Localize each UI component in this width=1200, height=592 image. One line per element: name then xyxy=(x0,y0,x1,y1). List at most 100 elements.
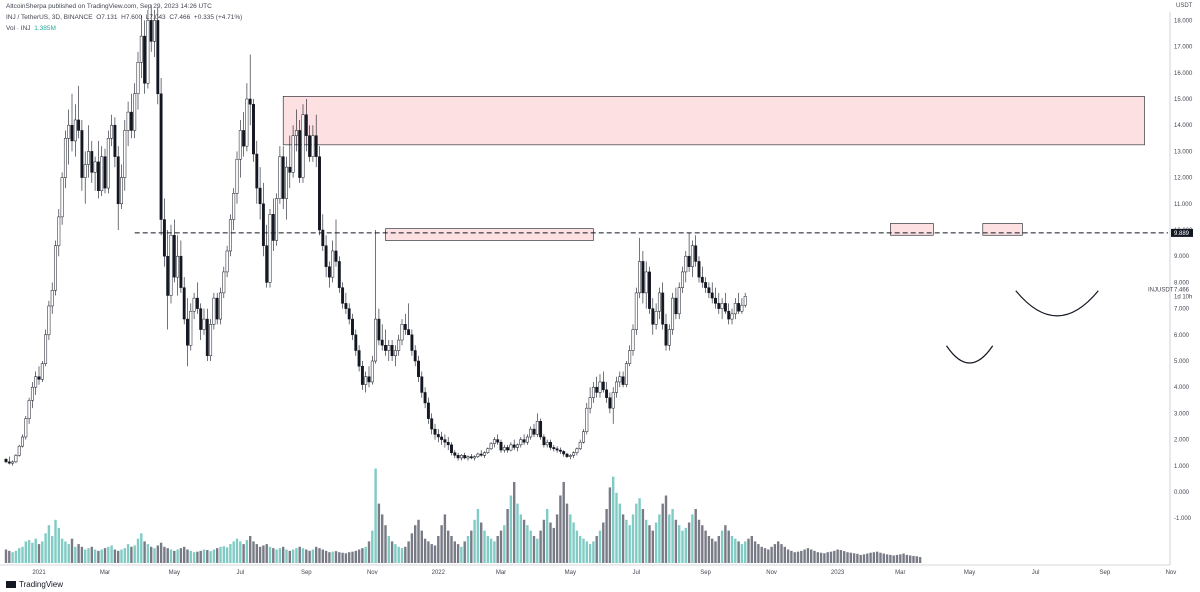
symbol-name[interactable]: INJ / TetherUS, 3D, BINANCE xyxy=(6,14,93,21)
volume-bar xyxy=(437,536,440,563)
rounded-bottom-arc-0[interactable] xyxy=(946,345,994,364)
candle xyxy=(618,371,622,388)
candle xyxy=(631,324,635,356)
volume-bar xyxy=(763,548,767,563)
supply-zone-2[interactable] xyxy=(890,223,934,236)
candle xyxy=(334,219,338,267)
candle xyxy=(413,345,417,367)
volume-bar xyxy=(173,550,176,563)
volume-bar xyxy=(364,546,367,563)
volume-bar xyxy=(915,556,918,563)
volume-bar xyxy=(671,509,674,563)
candle xyxy=(14,454,18,464)
volume-bar xyxy=(8,550,11,563)
volume-bar xyxy=(285,549,288,563)
candle xyxy=(674,287,678,320)
volume-label[interactable]: Vol · INJ xyxy=(6,25,31,32)
x-tick-label: Jul xyxy=(632,570,640,576)
candle xyxy=(149,4,153,52)
tradingview-logo[interactable]: TradingView xyxy=(6,580,63,589)
open-value: 7.131 xyxy=(101,14,118,21)
supply-zone-3[interactable] xyxy=(982,223,1023,236)
supply-zones xyxy=(282,96,1145,241)
candle xyxy=(153,9,156,58)
candle xyxy=(87,125,90,178)
volume-bar xyxy=(480,522,483,563)
supply-zone-0[interactable] xyxy=(282,96,1145,146)
volume-bar xyxy=(239,541,242,563)
volume-bar xyxy=(70,538,74,563)
candle xyxy=(737,292,741,314)
candle xyxy=(281,146,285,210)
volume-bar xyxy=(895,554,899,563)
candle xyxy=(156,7,160,105)
candle xyxy=(535,413,539,437)
candle xyxy=(189,303,193,351)
volume-bar xyxy=(526,525,529,563)
candle xyxy=(308,125,312,162)
candle xyxy=(275,193,279,246)
volume-bar xyxy=(674,519,678,563)
volume-bar xyxy=(460,546,463,563)
y-tick-label: 17.000 xyxy=(1174,45,1193,51)
candle xyxy=(492,436,496,448)
volume-bar xyxy=(305,549,308,563)
candle xyxy=(440,431,444,445)
candle xyxy=(291,125,295,178)
candle xyxy=(11,460,15,466)
volume-bar xyxy=(588,544,592,563)
volume-bar xyxy=(737,541,740,563)
y-tick-label: 11.000 xyxy=(1174,202,1193,208)
volume-bar xyxy=(183,546,186,563)
candle xyxy=(324,235,328,278)
time-axis[interactable]: 2021 Mar May Jul Sep Nov 2022 Mar May Jul Sep Nov 20… xyxy=(32,570,1176,576)
volume-bar xyxy=(18,548,21,563)
volume-bar xyxy=(80,546,84,563)
x-tick-label: Jul xyxy=(236,570,244,576)
volume-bar xyxy=(902,553,905,563)
candle xyxy=(532,423,536,437)
volume-bar xyxy=(84,549,87,563)
candle xyxy=(4,457,8,464)
volume-bar xyxy=(687,522,691,563)
volume-bar xyxy=(275,549,278,563)
candle xyxy=(245,83,249,152)
candle xyxy=(235,151,239,204)
volume-bar xyxy=(678,525,681,563)
x-tick-label: Mar xyxy=(496,570,506,576)
high-value: 7.600 xyxy=(125,14,143,21)
volume-bar xyxy=(4,549,8,563)
volume-bar xyxy=(734,538,737,563)
candle xyxy=(704,277,708,293)
price-axis[interactable]: 18.000 17.000 16.000 15.000 14.000 13.000 12.0… xyxy=(1174,18,1193,522)
volume-bar xyxy=(93,549,97,563)
volume-bar xyxy=(773,544,777,563)
candle xyxy=(96,140,100,199)
volume-bar xyxy=(295,548,298,563)
candle xyxy=(30,381,34,409)
rounded-bottom-arc-1[interactable] xyxy=(1015,290,1099,317)
volume-bar xyxy=(777,541,780,563)
volume-bar xyxy=(885,554,889,563)
supply-zone-1[interactable] xyxy=(385,228,594,241)
candle xyxy=(529,426,533,440)
volume-bar xyxy=(331,551,334,563)
candle xyxy=(723,292,727,314)
x-tick-label: Sep xyxy=(301,570,312,576)
candle xyxy=(146,9,150,89)
candle xyxy=(100,146,104,196)
y-tick-label: 8.000 xyxy=(1174,280,1190,286)
candle xyxy=(420,371,424,398)
y-tick-label: 13.000 xyxy=(1174,149,1193,155)
volume-bar xyxy=(242,544,245,563)
candle xyxy=(377,308,381,346)
volume-bar xyxy=(156,545,159,563)
volume-bar xyxy=(34,538,37,563)
volume-bar xyxy=(410,533,414,563)
volume-bar xyxy=(565,503,569,563)
candle xyxy=(565,452,569,458)
volume-bar xyxy=(262,545,265,563)
candle xyxy=(641,250,645,304)
open-label: O xyxy=(96,14,102,21)
